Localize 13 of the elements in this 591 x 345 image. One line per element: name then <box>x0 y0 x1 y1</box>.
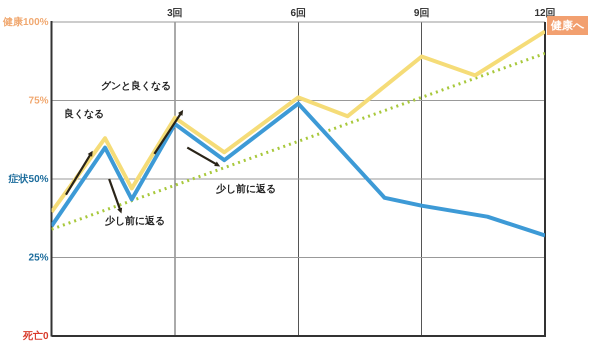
y-tick-label: 症状50% <box>8 172 49 185</box>
annotation: 良くなる <box>64 107 104 122</box>
y-tick-label: 75% <box>28 95 49 106</box>
x-tick-label: 6回 <box>290 8 306 19</box>
text: 健康へ <box>551 19 584 32</box>
annotation: グンと良くなる <box>100 79 171 93</box>
y-tick-label: 25% <box>28 252 49 264</box>
y-tick-label: 健康100% <box>2 16 49 28</box>
x-tick-label: 9回 <box>414 8 430 19</box>
x-tick-label: 3回 <box>167 8 183 19</box>
annotation: 少し前に返る <box>105 214 166 228</box>
annotation: 少し前に返る <box>216 182 276 196</box>
y-tick-label: 死亡0 <box>22 330 50 342</box>
